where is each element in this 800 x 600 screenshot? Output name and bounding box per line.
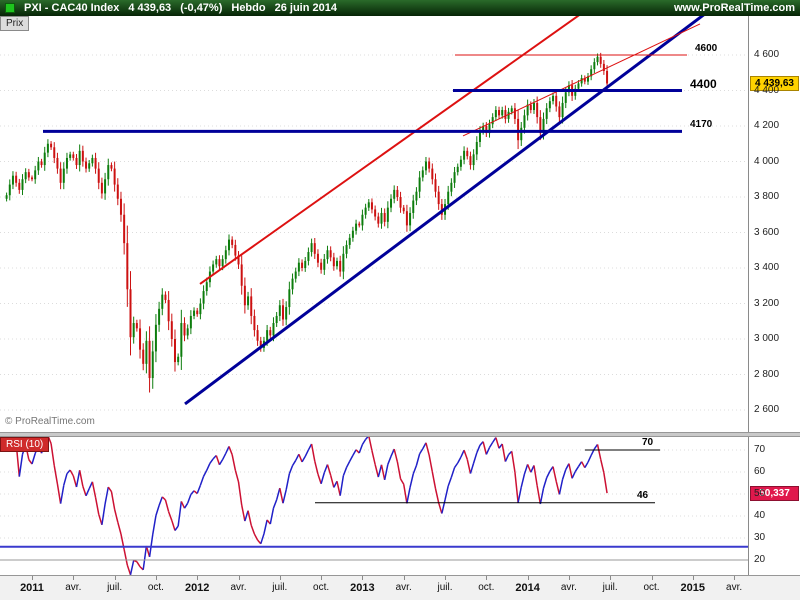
time-axis-label: juil. [437, 582, 453, 593]
time-axis-label: avr. [560, 582, 577, 593]
time-axis[interactable]: 2011 avr. juil. oct. 2012 avr. juil. oct. 2013 av… [0, 575, 800, 600]
rsi-level-label: 46 [637, 489, 649, 501]
time-axis-tickmark [362, 576, 364, 580]
price-axis-tick: 3 800 [754, 191, 780, 202]
time-axis-label: avr. [726, 582, 743, 593]
rsi-axis-tick: 30 [754, 532, 766, 543]
price-axis-tick: 2 600 [754, 404, 780, 415]
price-panel: Prix © ProRealTime.com 4 439,63 4 600 4 4… [0, 16, 800, 432]
prorealtime-url[interactable]: www.ProRealTime.com [673, 2, 795, 14]
rsi-axis-tick: 50 [754, 488, 766, 499]
time-axis-tickmark [279, 576, 281, 580]
time-axis-tickmark [155, 576, 157, 580]
time-axis-label: 2015 [680, 582, 706, 594]
time-axis-label: 2014 [515, 582, 540, 594]
time-axis-tickmark [527, 576, 529, 580]
timeframe-label: Hebdo [231, 2, 266, 14]
time-axis-label: oct. [313, 582, 330, 593]
time-axis-label: 2013 [350, 582, 375, 594]
price-axis-tick: 4 000 [754, 155, 780, 167]
rsi-axis[interactable]: 50,337 70 60 50 40 30 20 [748, 437, 800, 575]
time-axis-tickmark [114, 576, 116, 580]
price-axis-tick: 3 600 [754, 226, 780, 238]
price-axis-tick: 4 200 [754, 120, 780, 131]
time-axis-tickmark [197, 576, 199, 580]
rsi-value-badge: 50,337 [750, 486, 799, 502]
copyright-text: © ProRealTime.com [5, 416, 95, 427]
price-level-label: 4170 [690, 119, 713, 131]
time-axis-tickmark [445, 576, 446, 580]
time-axis-tickmark [610, 576, 612, 580]
time-axis-tickmark [238, 576, 240, 580]
price-axis-tick: 3 400 [754, 262, 780, 273]
last-price: 4 439,63 [128, 2, 172, 14]
time-axis-label: juil. [107, 582, 123, 593]
time-axis-tickmark [692, 576, 694, 580]
time-axis-tickmark [734, 576, 736, 580]
time-axis-label: oct. [478, 582, 495, 593]
time-axis-label: avr. [230, 582, 247, 593]
price-change: (-0,47%) [180, 2, 223, 14]
rsi-level-label: 70 [642, 437, 654, 448]
price-axis-tick: 3 000 [754, 333, 780, 344]
price-level-label: 4600 [695, 43, 718, 54]
rsi-panel: RSI (10) 50,337 70 60 50 40 30 20 70 46 [0, 437, 800, 575]
quote-date: 26 juin 2014 [274, 2, 337, 14]
time-axis-tickmark [321, 576, 323, 580]
price-chart-canvas[interactable] [0, 16, 748, 432]
time-axis-label: 2011 [20, 582, 44, 594]
price-axis-tick: 3 200 [754, 297, 780, 309]
panel-separator[interactable] [0, 432, 800, 437]
last-price-badge: 4 439,63 [750, 76, 799, 92]
time-axis-tickmark [651, 576, 653, 580]
price-axis-tick: 4 400 [754, 84, 780, 96]
time-axis-tickmark [486, 576, 488, 580]
rsi-axis-tick: 20 [754, 554, 766, 565]
title-bar-left: PXI - CAC40 Index 4 439,63 (-0,47%) Hebd… [5, 2, 337, 14]
price-panel-tab[interactable]: Prix [0, 16, 30, 31]
chart-app-icon [5, 3, 15, 13]
instrument-name: PXI - CAC40 Index [24, 2, 120, 14]
time-axis-label: juil. [602, 582, 618, 593]
title-bar: PXI - CAC40 Index 4 439,63 (-0,47%) Hebd… [0, 0, 800, 16]
rsi-axis-tick: 40 [754, 510, 766, 521]
time-axis-label: juil. [272, 582, 288, 593]
rsi-chart-canvas[interactable] [0, 437, 748, 575]
time-axis-tickmark [32, 576, 33, 580]
price-axis-tick: 4 600 [754, 49, 780, 60]
rsi-axis-tick: 70 [754, 444, 766, 455]
time-axis-tickmark [568, 576, 570, 580]
time-axis-label: oct. [147, 582, 164, 593]
time-axis-label: 2012 [184, 582, 210, 594]
time-axis-label: avr. [395, 582, 412, 593]
time-axis-tickmark [73, 576, 75, 580]
price-level-label: 4400 [690, 76, 717, 91]
time-axis-label: oct. [643, 582, 660, 593]
rsi-panel-tab[interactable]: RSI (10) [0, 437, 50, 452]
price-axis[interactable]: 4 439,63 4 600 4 400 4 200 4 000 3 800 3 600 3… [748, 16, 800, 432]
price-axis-tick: 2 800 [754, 368, 780, 380]
time-axis-label: avr. [65, 582, 82, 593]
rsi-axis-tick: 60 [754, 466, 766, 477]
time-axis-tickmark [403, 576, 405, 580]
